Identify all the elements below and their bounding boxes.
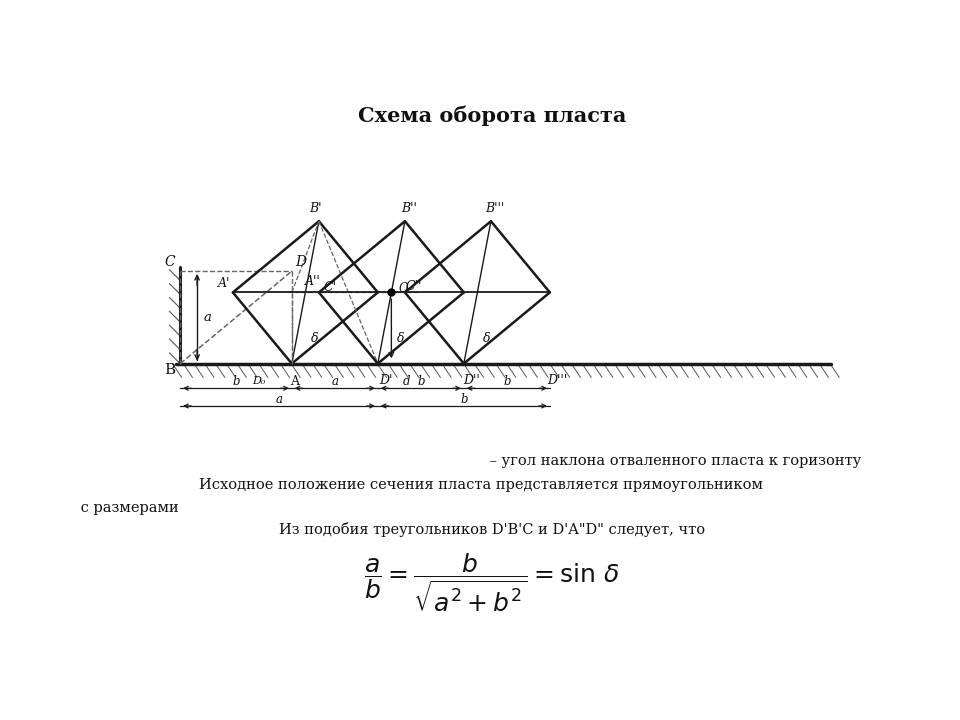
- Text: b: b: [503, 375, 511, 388]
- Text: b: b: [417, 375, 424, 388]
- Text: a: a: [276, 392, 282, 405]
- Text: δ: δ: [483, 333, 491, 346]
- Text: δ: δ: [397, 333, 405, 346]
- Text: D'': D'': [463, 374, 480, 387]
- Text: $\dfrac{a}{b} = \dfrac{b}{\sqrt{a^2 + b^2}} = \sin\,\delta$: $\dfrac{a}{b} = \dfrac{b}{\sqrt{a^2 + b^…: [365, 552, 619, 616]
- Text: Из подобия треугольников D'B'C и D'A"D" следует, что: Из подобия треугольников D'B'C и D'A"D" …: [279, 522, 705, 537]
- Text: D₀: D₀: [252, 377, 265, 387]
- Text: B''': B''': [485, 202, 504, 215]
- Text: A'': A'': [305, 275, 321, 288]
- Text: O: O: [398, 282, 409, 295]
- Text: d: d: [403, 375, 411, 388]
- Text: C: C: [164, 255, 175, 269]
- Text: D''': D''': [547, 374, 567, 387]
- Text: B: B: [164, 363, 175, 377]
- Text: b: b: [460, 392, 468, 405]
- Text: B': B': [309, 202, 322, 215]
- Text: a: a: [331, 375, 338, 388]
- Text: с размерами: с размерами: [76, 500, 183, 515]
- Text: a: a: [204, 311, 211, 324]
- Text: Схема оборота пласта: Схема оборота пласта: [358, 106, 626, 126]
- Text: D: D: [296, 255, 306, 269]
- Text: D': D': [379, 374, 393, 387]
- Text: A': A': [218, 276, 229, 289]
- Text: Исходное положение сечения пласта представляется прямоугольником: Исходное положение сечения пласта предст…: [200, 477, 763, 492]
- Text: C'': C'': [406, 280, 422, 293]
- Text: B'': B'': [401, 202, 417, 215]
- Text: – угол наклона отваленного пласта к горизонту: – угол наклона отваленного пласта к гори…: [485, 454, 861, 469]
- Text: A: A: [290, 375, 300, 388]
- Text: δ: δ: [311, 333, 319, 346]
- Text: b: b: [232, 375, 240, 388]
- Text: C': C': [324, 282, 336, 294]
